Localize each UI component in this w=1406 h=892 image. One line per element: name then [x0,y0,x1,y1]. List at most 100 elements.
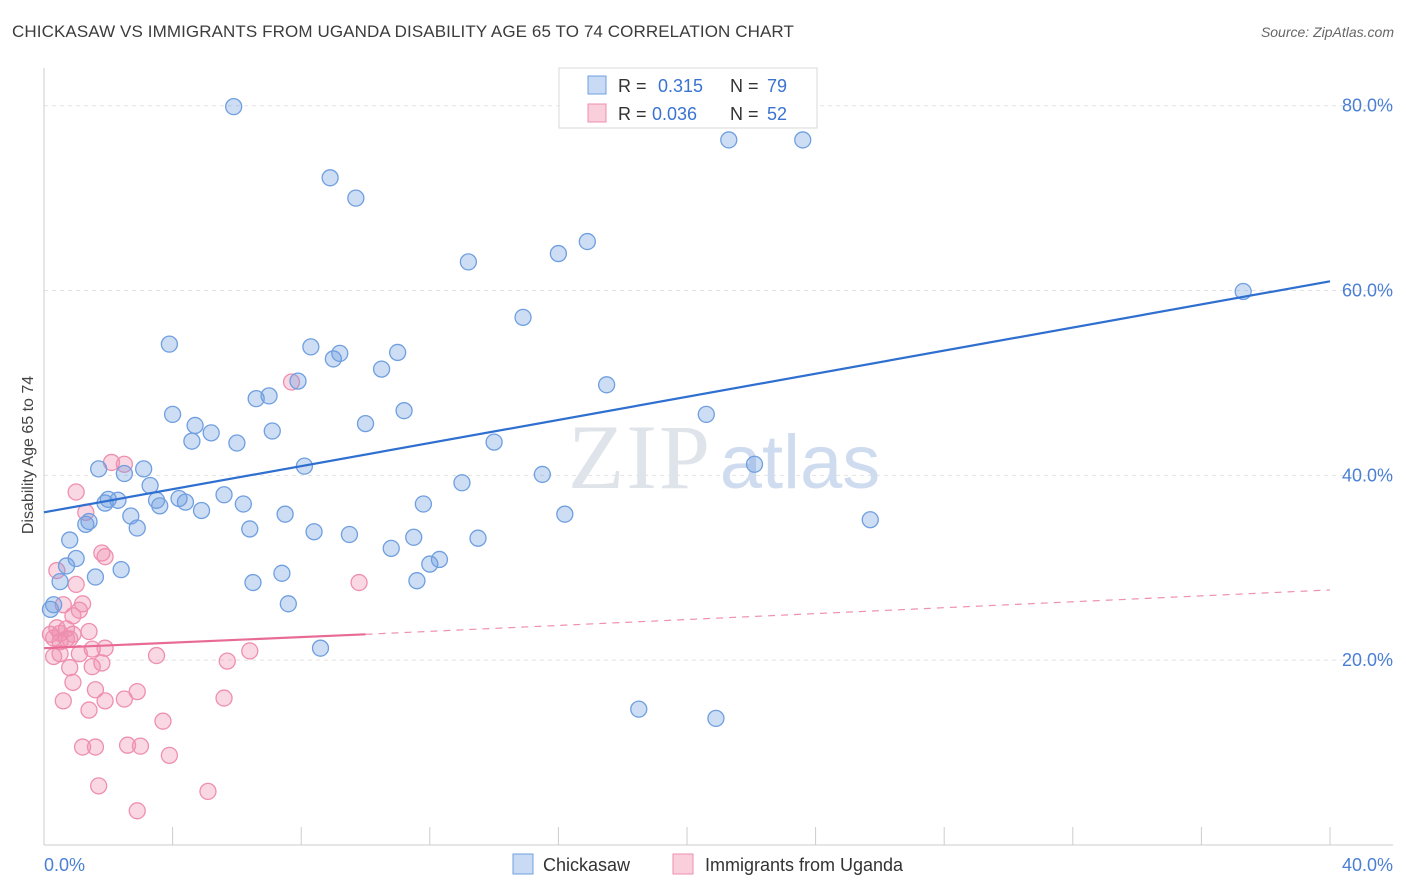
chickasaw-point [151,497,169,515]
chickasaw-point [421,555,439,573]
chickasaw-point [260,387,278,405]
chickasaw-point [485,433,503,451]
watermark-zip: ZIP [568,406,712,508]
chickasaw-point [408,572,426,590]
chickasaw-point [86,568,105,586]
x-tick-labels: 0.0% 40.0% [44,855,1393,875]
chickasaw-point [311,639,330,657]
chickasaw-point [241,520,259,538]
legend-r-label-2: R = [618,104,647,124]
chickasaw-point [215,486,233,504]
chickasaw-point [77,515,95,533]
uganda-point [241,642,259,660]
legend-swatch-uganda [587,103,607,123]
chickasaw-point [469,529,487,547]
uganda-point [83,657,101,676]
chickasaw-point [331,344,349,363]
uganda-point [80,622,98,641]
chickasaw-point [578,232,596,251]
uganda-point [61,658,79,677]
chickasaw-point [372,360,391,378]
trend-line-uganda-extended [365,589,1331,635]
chickasaw-point [697,405,715,424]
uganda-point [86,738,105,756]
chickasaw-point [597,376,616,394]
legend-n-value-1: 79 [767,76,787,96]
uganda-point [51,633,69,651]
chickasaw-point [234,495,252,513]
chickasaw-point [745,455,764,473]
chickasaw-point [395,402,413,420]
chart-title: CHICKASAW VS IMMIGRANTS FROM UGANDA DISA… [12,22,794,41]
legend-r-value-2: 0.036 [652,104,697,124]
chickasaw-point [41,600,60,619]
uganda-point [96,639,114,657]
y-tick-labels: 20.0% 40.0% 60.0% 80.0% [1342,96,1393,670]
chickasaw-point [549,244,568,263]
uganda-point [86,681,105,699]
uganda-point [73,595,92,613]
chickasaw-point [163,405,182,424]
chickasaw-point [459,253,478,271]
chickasaw-point [228,434,246,452]
chickasaw-point [225,97,243,116]
y-tick-label: 20.0% [1342,650,1393,670]
chickasaw-point [414,495,433,513]
uganda-point [115,690,134,708]
uganda-point [160,746,179,765]
uganda-points [41,373,368,820]
chickasaw-point [794,131,812,149]
uganda-point [73,738,92,756]
chickasaw-point [347,189,365,207]
uganda-point [93,654,111,672]
uganda-point [54,692,72,710]
chickasaw-point [115,464,134,483]
chickasaw-point [302,338,320,356]
chickasaw-point [514,308,532,326]
chickasaw-point [861,511,879,529]
watermark: ZIP atlas [568,406,880,508]
chickasaw-point [382,539,400,558]
bottom-legend-chickasaw: Chickasaw [543,855,631,875]
uganda-point [154,712,172,730]
chickasaw-point [61,531,79,549]
series-legend: Chickasaw Immigrants from Uganda [512,853,904,875]
bottom-swatch-chickasaw [512,853,534,875]
chickasaw-point [186,416,204,435]
uganda-point [199,782,217,801]
chickasaw-point [263,422,281,440]
chickasaw-point [279,595,297,613]
chickasaw-point [51,572,69,591]
chickasaw-point [305,523,323,541]
uganda-point [64,673,82,692]
x-tick-label-max: 40.0% [1342,855,1393,875]
legend-r-label-1: R = [618,76,647,96]
bottom-legend-uganda: Immigrants from Uganda [705,855,904,875]
chickasaw-point [630,700,648,718]
uganda-point [51,645,69,663]
chickasaw-point [141,476,159,495]
uganda-point [67,575,85,594]
watermark-atlas: atlas [720,420,881,505]
legend-n-label-2: N = [730,104,759,124]
chickasaw-point [356,414,375,433]
uganda-point [64,607,82,625]
chickasaw-point [289,372,307,390]
uganda-point [128,802,146,820]
uganda-point [48,561,66,580]
chickasaw-point [340,525,359,544]
chickasaw-point [202,424,220,442]
trend-line-chickasaw [43,280,1331,514]
chickasaw-point [244,573,262,592]
chickasaw-point [720,131,738,149]
chickasaw-point [44,596,63,614]
trend-line-uganda [43,633,366,650]
y-tick-label: 40.0% [1342,465,1393,485]
chickasaw-point [67,549,85,568]
chickasaw-point [321,169,339,187]
uganda-point [67,483,85,501]
chickasaw-point [273,564,291,582]
chickasaw-point [80,512,98,531]
uganda-point [350,573,368,592]
